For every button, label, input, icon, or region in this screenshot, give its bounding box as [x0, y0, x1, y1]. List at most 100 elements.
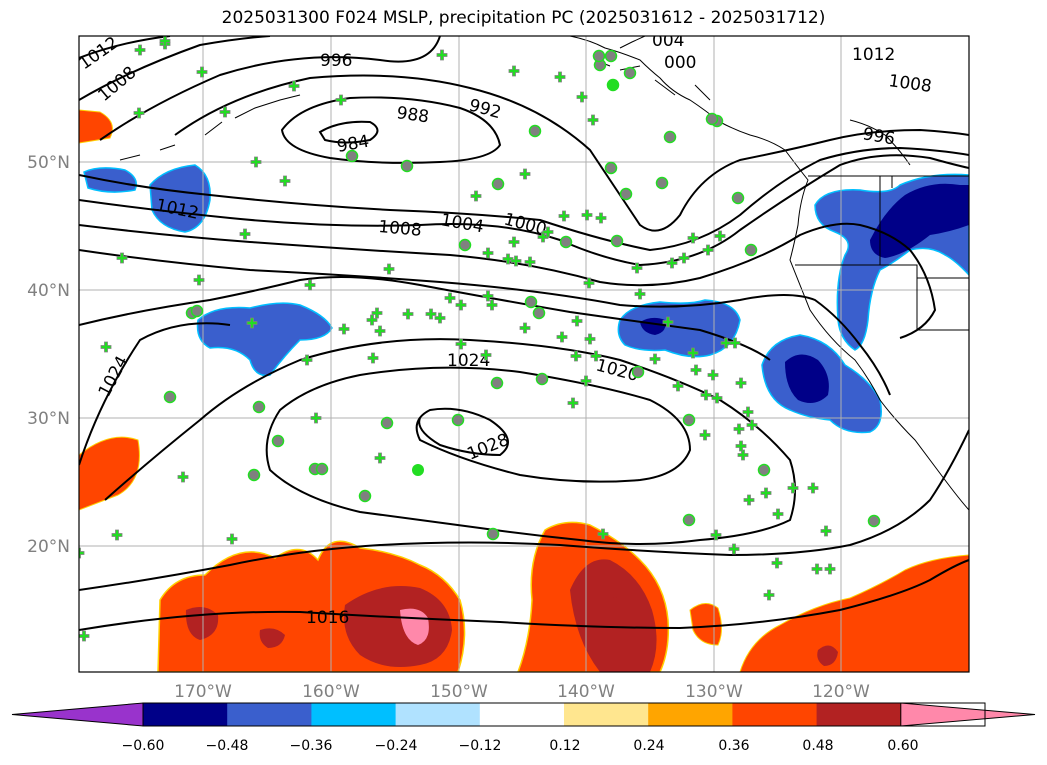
station-cross	[371, 307, 383, 319]
station-cross	[519, 168, 531, 180]
station-cross	[542, 226, 554, 238]
station-dot	[532, 306, 546, 320]
station-cross	[470, 190, 482, 202]
station-cross	[134, 44, 146, 56]
station-cross	[219, 106, 231, 118]
figure-title: 2025031300 F024 MSLP, precipitation PC (…	[221, 8, 826, 28]
station-cross	[79, 630, 90, 642]
station-cross	[402, 308, 414, 320]
lon-label-120w: 120°W	[812, 682, 870, 702]
colorbar-tick-label: 0.24	[633, 738, 664, 754]
station-cross	[288, 80, 300, 92]
station-cross	[687, 347, 699, 359]
station-dot	[380, 416, 394, 430]
station-markers	[79, 36, 881, 642]
contour-label: 1008	[887, 71, 933, 97]
station-cross	[100, 341, 112, 353]
colorbar-segment	[732, 703, 818, 726]
contour-label: 004	[652, 31, 684, 51]
station-dot	[623, 66, 637, 80]
contour-label: 1028	[464, 430, 512, 465]
station-cross	[374, 325, 386, 337]
station-cross	[508, 65, 520, 77]
station-cross	[510, 255, 522, 267]
contour-label: 1008	[94, 63, 140, 106]
station-cross	[558, 210, 570, 222]
station-dot	[524, 295, 538, 309]
station-cross	[193, 274, 205, 286]
station-dot	[490, 376, 504, 390]
station-dot	[535, 372, 549, 386]
colorbar-tick-label: 0.48	[802, 738, 833, 754]
station-cross	[707, 369, 719, 381]
station-cross	[111, 529, 123, 541]
lon-label-160w: 160°W	[302, 682, 360, 702]
station-dot	[731, 191, 745, 205]
station-cross	[583, 277, 595, 289]
colorbar-tick-label: −0.48	[206, 738, 249, 754]
contour-label: 000	[664, 53, 696, 73]
colorbar-segment	[395, 703, 481, 726]
station-cross	[807, 482, 819, 494]
station-cross	[279, 175, 291, 187]
station-cross	[571, 315, 583, 327]
latitude-labels: 50°N 40°N 30°N 20°N	[27, 153, 70, 557]
station-dot	[400, 159, 414, 173]
station-cross	[743, 494, 755, 506]
station-cross	[425, 308, 437, 320]
lon-label-140w: 140°W	[557, 682, 615, 702]
station-dot	[163, 390, 177, 404]
state-boundaries	[795, 175, 969, 331]
station-dot	[604, 161, 618, 175]
station-cross	[482, 290, 494, 302]
contour-label: 996	[320, 51, 352, 71]
station-cross	[678, 252, 690, 264]
lon-label-170w: 170°W	[174, 682, 232, 702]
station-cross	[649, 353, 661, 365]
colorbar-ticks: −0.60 −0.48 −0.36 −0.24 −0.12 0.12 0.24 …	[122, 738, 919, 754]
station-cross	[366, 314, 378, 326]
station-cross	[196, 66, 208, 78]
contour-label: 1024	[447, 351, 490, 371]
station-dot	[252, 400, 266, 414]
station-cross	[746, 419, 758, 431]
colorbar-tick-label: 0.60	[887, 738, 918, 754]
colorbar-segment	[311, 703, 397, 726]
station-cross	[444, 292, 456, 304]
colorbar-frame	[142, 702, 986, 727]
station-dot	[610, 234, 624, 248]
contour-label: 1012	[852, 45, 895, 65]
station-cross	[587, 114, 599, 126]
contour-label: 996	[861, 124, 896, 149]
colorbar-tick-label: 0.36	[718, 738, 749, 754]
station-dot	[619, 187, 633, 201]
station-dot	[757, 463, 771, 477]
station-cross	[787, 482, 799, 494]
colorbar-segment	[564, 703, 649, 726]
station-cross	[631, 262, 643, 274]
station-cross	[581, 209, 593, 221]
map-frame	[78, 35, 970, 673]
station-dot	[528, 124, 542, 138]
station-cross	[524, 256, 536, 268]
station-cross	[455, 299, 467, 311]
contour-label: 1016	[306, 608, 349, 628]
contour-label: 1012	[75, 33, 122, 74]
station-cross	[434, 312, 446, 324]
colorbar-tick-label: −0.12	[459, 738, 502, 754]
station-dot	[682, 413, 696, 427]
station-cross	[310, 412, 322, 424]
station-cross	[771, 557, 783, 569]
colorbar-tick-label: 0.12	[549, 738, 580, 754]
station-cross	[666, 257, 678, 269]
station-cross	[570, 350, 582, 362]
station-dot	[604, 49, 618, 63]
station-cross	[662, 316, 674, 328]
colorbar-segment	[143, 703, 228, 726]
station-cross	[226, 533, 238, 545]
station-cross	[720, 337, 732, 349]
colorbar-extend-low	[11, 702, 144, 727]
station-cross	[728, 543, 740, 555]
station-cross	[567, 397, 579, 409]
